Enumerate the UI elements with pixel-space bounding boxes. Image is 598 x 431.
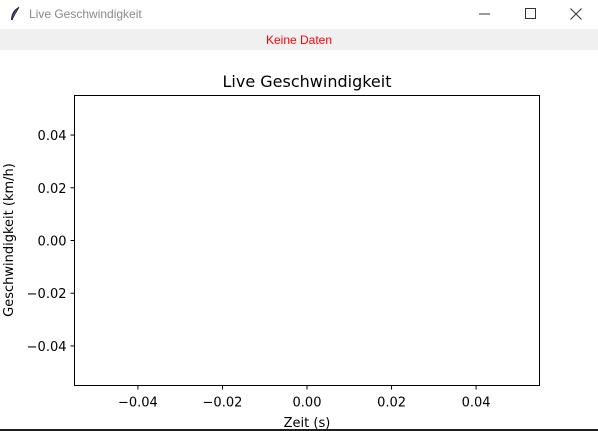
x-tick-label: 0.02 — [377, 396, 406, 411]
feather-icon — [11, 6, 20, 21]
title-bar: Live Geschwindigkeit — [0, 0, 598, 28]
y-tick-label: −0.04 — [27, 340, 67, 355]
status-bar: Keine Daten — [0, 29, 598, 50]
x-tick-label: −0.02 — [203, 396, 243, 411]
maximize-icon — [525, 8, 536, 19]
x-tick-label: −0.04 — [118, 396, 158, 411]
x-tick-label: 0.00 — [293, 396, 322, 411]
y-axis-label: Geschwindigkeit (km/h) — [2, 163, 17, 317]
y-tick-label: 0.02 — [38, 182, 67, 197]
x-tick-label: 0.04 — [462, 396, 491, 411]
minimize-icon — [479, 13, 490, 15]
close-button[interactable] — [553, 0, 598, 28]
plot-area — [74, 95, 540, 386]
x-axis-label: Zeit (s) — [284, 416, 331, 431]
y-tick-label: 0.00 — [38, 235, 67, 250]
maximize-button[interactable] — [508, 0, 554, 28]
minimize-button[interactable] — [462, 0, 508, 28]
window-bottom-edge — [0, 429, 598, 431]
status-label: Keine Daten — [265, 33, 333, 47]
chart-title: Live Geschwindigkeit — [223, 72, 392, 91]
close-icon — [570, 8, 582, 20]
y-tick-label: 0.04 — [38, 129, 67, 144]
y-tick-label: −0.02 — [27, 287, 67, 302]
window-title: Live Geschwindigkeit — [29, 7, 142, 21]
speed-chart: Live Geschwindigkeit −0.04 −0.02 0.00 0.02 0… — [2, 72, 540, 431]
